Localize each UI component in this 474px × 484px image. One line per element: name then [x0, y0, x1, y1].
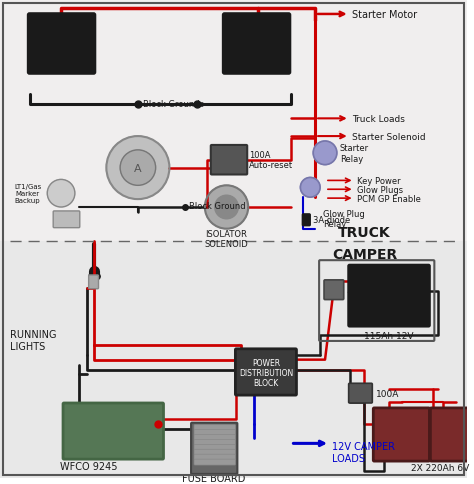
Circle shape	[215, 196, 238, 219]
Text: 50A: 50A	[346, 286, 365, 295]
Text: Truck Loads: Truck Loads	[352, 115, 404, 123]
FancyBboxPatch shape	[53, 212, 80, 228]
FancyBboxPatch shape	[349, 266, 429, 327]
FancyBboxPatch shape	[194, 435, 236, 440]
FancyBboxPatch shape	[430, 408, 474, 461]
Bar	[0, 242, 467, 478]
Circle shape	[47, 180, 75, 208]
FancyBboxPatch shape	[194, 430, 236, 436]
Circle shape	[301, 178, 320, 198]
FancyBboxPatch shape	[63, 403, 164, 459]
FancyBboxPatch shape	[28, 15, 94, 74]
Bar	[0, 1, 467, 242]
FancyBboxPatch shape	[349, 383, 372, 403]
Text: Block Ground: Block Ground	[189, 201, 246, 210]
Text: 2X 220Ah 6V: 2X 220Ah 6V	[411, 464, 469, 472]
FancyBboxPatch shape	[224, 15, 290, 74]
Circle shape	[106, 137, 169, 200]
Text: 100A: 100A	[376, 389, 400, 398]
FancyBboxPatch shape	[236, 349, 296, 395]
Text: Key Power: Key Power	[356, 177, 400, 185]
Text: Starter Solenoid: Starter Solenoid	[352, 132, 425, 141]
Circle shape	[205, 186, 248, 229]
Text: Starter Motor: Starter Motor	[352, 10, 417, 20]
Text: 115Ah 12V: 115Ah 12V	[365, 331, 414, 340]
FancyBboxPatch shape	[194, 449, 236, 455]
FancyBboxPatch shape	[211, 146, 247, 175]
FancyBboxPatch shape	[194, 459, 236, 465]
Text: TRUCK: TRUCK	[338, 225, 391, 239]
Text: POWER
DISTRIBUTION
BLOCK: POWER DISTRIBUTION BLOCK	[239, 358, 293, 388]
Text: LT1/Gas
Marker
Backup: LT1/Gas Marker Backup	[14, 184, 41, 204]
Text: 100A
Auto-reset: 100A Auto-reset	[249, 151, 293, 170]
Text: RUNNING
LIGHTS: RUNNING LIGHTS	[10, 330, 56, 351]
Circle shape	[313, 142, 337, 166]
FancyBboxPatch shape	[194, 454, 236, 460]
FancyBboxPatch shape	[191, 423, 237, 474]
Text: PCM GP Enable: PCM GP Enable	[356, 194, 420, 203]
Text: ISOLATOR
SOLENOID: ISOLATOR SOLENOID	[205, 229, 248, 249]
FancyBboxPatch shape	[374, 408, 429, 461]
Circle shape	[120, 151, 155, 186]
FancyBboxPatch shape	[194, 425, 236, 431]
FancyBboxPatch shape	[194, 439, 236, 445]
Text: Glow Plugs: Glow Plugs	[356, 185, 403, 195]
Text: 12V CAMPER
LOADS: 12V CAMPER LOADS	[332, 441, 395, 463]
Text: Block Grounds: Block Grounds	[143, 100, 204, 109]
Text: A: A	[134, 163, 142, 173]
FancyBboxPatch shape	[194, 444, 236, 450]
Text: WFCO 9245: WFCO 9245	[60, 461, 118, 471]
Text: CAMPER: CAMPER	[332, 248, 397, 262]
Text: Starter
Relay: Starter Relay	[340, 144, 369, 163]
FancyBboxPatch shape	[89, 275, 99, 289]
FancyBboxPatch shape	[324, 280, 344, 300]
Text: 3A diode: 3A diode	[313, 216, 350, 225]
Text: Glow Plug
Relay: Glow Plug Relay	[323, 210, 365, 229]
Text: FUSE BOARD: FUSE BOARD	[182, 473, 246, 483]
FancyBboxPatch shape	[302, 214, 310, 226]
